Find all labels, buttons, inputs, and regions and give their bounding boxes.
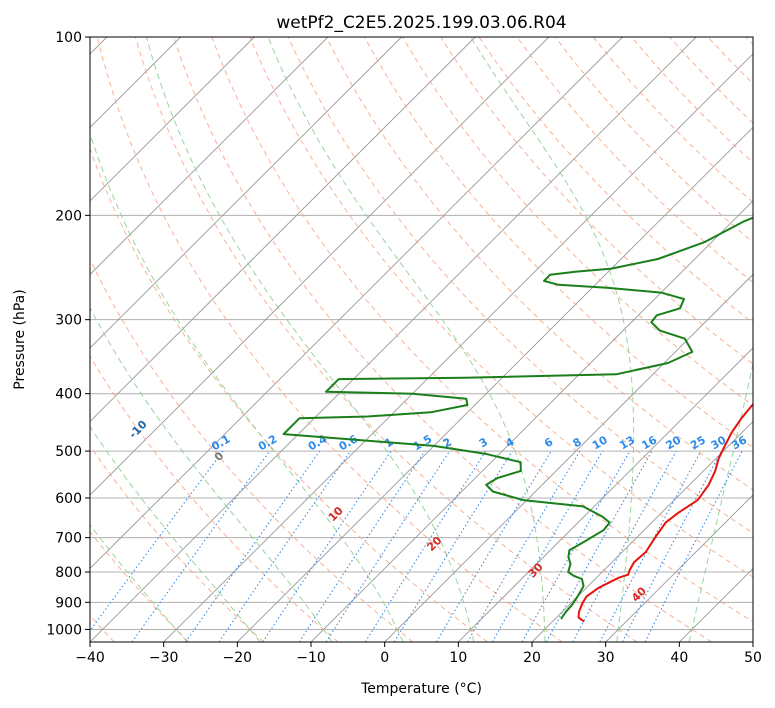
isotherm-line: [90, 37, 550, 496]
x-tick-label: 40: [670, 650, 688, 666]
mixing-ratio-line: [644, 450, 743, 642]
isotherm-line: [90, 37, 697, 642]
y-tick-label: 900: [55, 595, 82, 611]
y-tick-label: 700: [55, 531, 82, 547]
moist-adiabat-line: [688, 361, 753, 642]
mixing-ratio-line: [521, 450, 631, 642]
isotherm-line: [458, 347, 753, 642]
y-axis-label: Pressure (hPa): [12, 289, 28, 389]
dry-adiabat-line: [90, 258, 414, 642]
axes: −40 −30 −20 −10 0 10 20 30 40 50 100 200 300 400 500 60…: [46, 30, 762, 666]
mixing-ratio-line: [364, 450, 487, 642]
dry-adiabat-line: [287, 37, 753, 534]
moist-adiabat-line: [90, 132, 404, 642]
dry-adiabat-line: [249, 37, 753, 578]
y-tick-label: 600: [55, 491, 82, 507]
dry-adiabat-line: [90, 530, 190, 642]
moist-adiabat-line: [146, 37, 475, 642]
x-tick-label: 0: [380, 650, 389, 666]
x-tick-label: 50: [744, 650, 762, 666]
x-axis-label: Temperature (°C): [360, 681, 482, 697]
isotherm-line: [531, 420, 753, 642]
isotherm-line: [384, 273, 753, 642]
x-tick-label: 10: [449, 650, 467, 666]
dewpoint-profile-line: [282, 216, 753, 620]
profile-lines: [282, 216, 753, 623]
x-tick-label: 20: [523, 650, 541, 666]
dry-adiabat-line: [96, 37, 563, 642]
y-tick-label: 300: [55, 313, 82, 329]
x-tick-label: −40: [75, 650, 105, 666]
plot-area: [90, 37, 753, 642]
y-tick-label: 100: [55, 30, 82, 46]
isotherm-line: [90, 37, 402, 349]
dry-adiabat-line: [90, 147, 488, 642]
isotherm-line: [90, 37, 476, 423]
isotherm-line: [163, 53, 753, 642]
isotherm-line: [90, 37, 329, 276]
dry-adiabat-line: [90, 445, 264, 642]
mixing-ratio-line: [262, 450, 392, 642]
dry-adiabat-line: [211, 37, 753, 623]
mixing-ratio-line: [218, 450, 351, 642]
y-tick-label: 400: [55, 387, 82, 403]
x-tick-label: −20: [223, 650, 253, 666]
dry-adiabat-line: [402, 37, 753, 406]
mixing-ratio-line: [90, 450, 224, 632]
isotherm-line: [90, 37, 255, 202]
x-tick-label: −10: [296, 650, 326, 666]
y-tick-label: 1000: [46, 622, 82, 638]
moist-adiabat-line: [90, 425, 261, 642]
x-tick-label: 30: [597, 650, 615, 666]
dry-adiabat-line: [440, 37, 753, 365]
isotherm-line: [752, 641, 753, 642]
y-tick-label: 800: [55, 565, 82, 581]
mixing-ratio-line: [185, 450, 321, 642]
isotherm-line: [237, 126, 753, 642]
dry-adiabat-label: -30: [0, 370, 6, 393]
isotherm-line: [90, 37, 623, 570]
mixing-ratio-line: [572, 450, 677, 642]
moist-adiabat-line: [267, 37, 546, 642]
temperature-profile-line: [577, 402, 753, 623]
mixing-ratio-line: [545, 450, 653, 642]
x-tick-label: −30: [149, 650, 179, 666]
y-tick-label: 500: [55, 444, 82, 460]
chart-title: wetPf2_C2E5.2025.199.03.06.R04: [276, 13, 566, 33]
mixing-ratio-line: [131, 450, 271, 642]
moist-adiabat-line: [90, 306, 333, 642]
mixing-ratio-line: [298, 450, 426, 642]
dry-adiabat-line: [90, 355, 339, 642]
mixing-ratio-line: [393, 450, 513, 642]
mixing-ratio-line: [325, 450, 451, 642]
dry-adiabat-line: [516, 37, 753, 284]
plot-frame: [89, 36, 754, 643]
dry-adiabat-line: [173, 37, 712, 642]
isotherm-line: [605, 494, 753, 642]
y-tick-label: 200: [55, 208, 82, 224]
